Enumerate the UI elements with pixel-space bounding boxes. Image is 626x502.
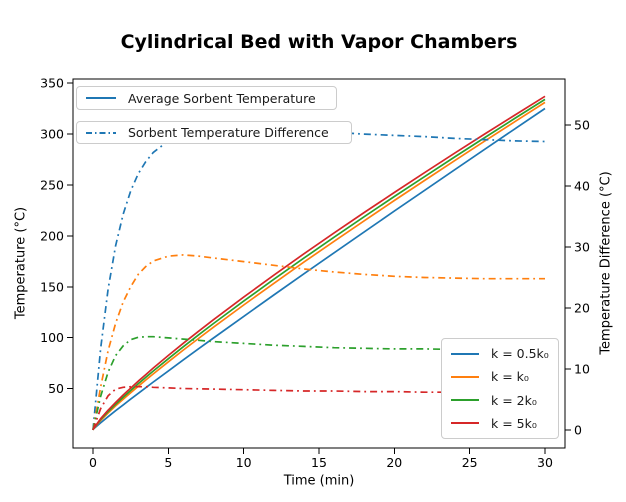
curve-temperature — [92, 101, 546, 430]
axis-ticks — [67, 82, 571, 454]
x-axis-label: Time (min) — [283, 473, 355, 489]
legend-line-sample-solid — [86, 97, 116, 99]
curve-temperature — [92, 95, 546, 430]
legend-item: k = k₀ — [450, 369, 550, 384]
legend-label: Sorbent Temperature Difference — [128, 125, 329, 140]
tick-label: 0 — [89, 455, 97, 470]
tick-label: 10 — [574, 362, 590, 377]
tick-label: 50 — [48, 381, 64, 396]
y-axis-label-left: Temperature (°C) — [13, 206, 29, 320]
curve-difference — [92, 127, 546, 431]
legend-line-sample — [451, 352, 479, 355]
legend-line-sample-dashdot — [86, 131, 116, 134]
legend-line-sample — [451, 375, 479, 378]
legend-line-sample — [451, 399, 479, 402]
legend-label: k = 0.5k₀ — [491, 346, 549, 362]
legend-label: k = 2k₀ — [491, 392, 537, 408]
tick-label: 20 — [386, 455, 402, 470]
legend-average-temperature: Average Sorbent Temperature — [76, 86, 337, 110]
tick-label: 40 — [574, 178, 590, 193]
tick-label: 0 — [574, 423, 582, 438]
curve-temperature — [92, 107, 546, 431]
y-axis-label-right: Temperature Difference (°C) — [598, 171, 614, 355]
tick-labels: 0 5 10 15 20 25 30 50 100 150 200 250 300 350 0 10 20 30 4… — [40, 76, 590, 470]
tick-label: 300 — [40, 126, 64, 141]
curve-difference — [92, 385, 545, 431]
tick-label: 25 — [462, 455, 478, 470]
legend-temperature-difference: Sorbent Temperature Difference — [76, 121, 352, 144]
tick-label: 20 — [574, 301, 590, 316]
chart-title: Cylindrical Bed with Vapor Chambers — [120, 31, 518, 53]
tick-label: 50 — [574, 117, 590, 132]
tick-label: 30 — [537, 455, 553, 470]
legend-label: k = k₀ — [491, 369, 529, 385]
curve-temperature — [92, 98, 546, 430]
legend-item: k = 2k₀ — [450, 393, 550, 408]
tick-label: 10 — [236, 455, 252, 470]
legend-item: k = 0.5k₀ — [450, 346, 550, 361]
tick-label: 5 — [164, 455, 172, 470]
tick-label: 150 — [40, 279, 64, 294]
legend-label: k = 5k₀ — [491, 415, 537, 431]
curve-difference — [92, 254, 545, 431]
tick-label: 350 — [40, 76, 64, 91]
tick-label: 15 — [311, 455, 327, 470]
legend-k-values: k = 0.5k₀ k = k₀ k = 2k₀ k = 5k₀ — [441, 338, 559, 439]
tick-label: 100 — [40, 330, 64, 345]
legend-item: k = 5k₀ — [450, 416, 550, 431]
legend-label: Average Sorbent Temperature — [128, 90, 316, 106]
tick-label: 250 — [40, 177, 64, 192]
curves — [92, 95, 546, 431]
tick-label: 200 — [40, 228, 64, 243]
curve-difference — [92, 335, 545, 431]
legend-line-sample — [451, 422, 479, 425]
tick-label: 30 — [574, 239, 590, 254]
